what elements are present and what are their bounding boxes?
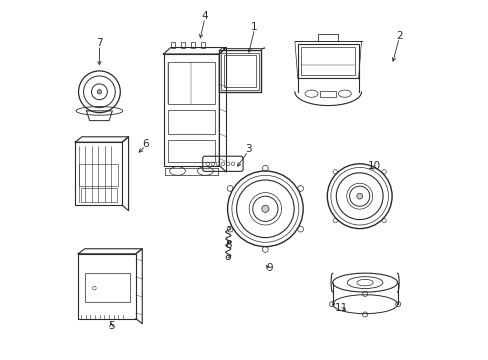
Text: 4: 4	[201, 11, 208, 21]
Text: 11: 11	[334, 303, 347, 313]
Text: 1: 1	[251, 22, 257, 32]
Bar	[320, 91, 336, 97]
Circle shape	[97, 90, 102, 94]
Bar	[221, 53, 258, 90]
Bar	[318, 34, 338, 41]
Bar	[167, 140, 215, 162]
Bar	[85, 273, 130, 302]
Bar	[163, 54, 219, 166]
Bar	[167, 62, 215, 104]
Text: 5: 5	[108, 321, 114, 331]
Bar	[79, 164, 118, 186]
Bar	[219, 50, 260, 92]
Text: 10: 10	[367, 161, 380, 171]
Bar	[78, 254, 136, 319]
Circle shape	[261, 205, 268, 212]
Text: 8: 8	[224, 240, 231, 250]
Text: 7: 7	[96, 38, 102, 48]
Bar	[190, 42, 195, 48]
Bar	[181, 42, 185, 48]
Text: 6: 6	[142, 139, 148, 149]
Bar	[167, 110, 215, 134]
Text: 9: 9	[266, 263, 272, 273]
Bar	[301, 47, 354, 75]
Bar	[81, 188, 117, 202]
Bar	[201, 42, 205, 48]
Bar	[75, 142, 122, 205]
Bar	[297, 44, 358, 78]
Bar	[170, 42, 175, 48]
Circle shape	[356, 193, 362, 199]
Text: 3: 3	[244, 144, 251, 154]
Bar	[223, 55, 256, 87]
Text: 2: 2	[395, 31, 402, 41]
